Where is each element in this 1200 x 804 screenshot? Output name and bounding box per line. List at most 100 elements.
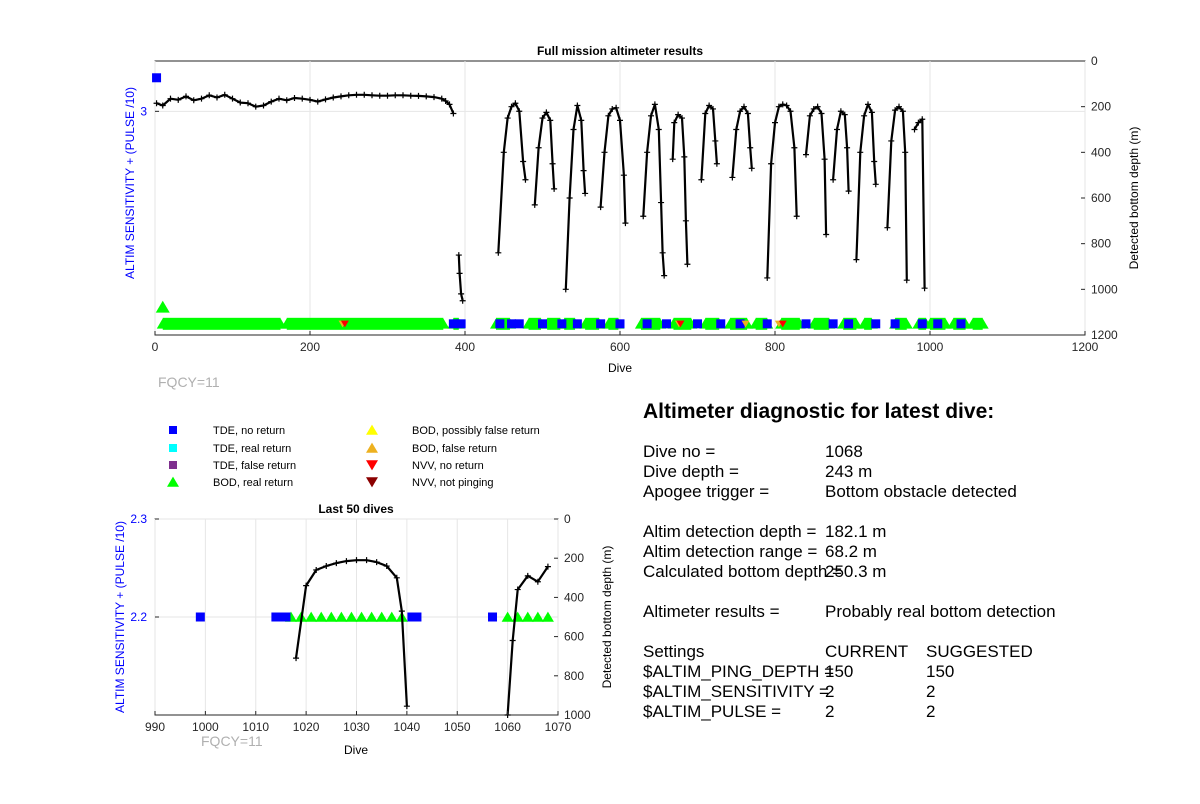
bottom-fqcy-label: FQCY=11 [201, 733, 263, 749]
bod-real-return-marker [375, 611, 388, 622]
depth-point-marker [747, 144, 754, 151]
tde-no-return-marker [828, 319, 838, 329]
tde-no-return-marker [407, 612, 417, 622]
depth-point-marker [423, 93, 430, 100]
y-right-tick-label: 0 [564, 512, 571, 526]
depth-point-marker [206, 92, 213, 99]
depth-point-marker [640, 213, 647, 220]
depth-point-marker [508, 103, 515, 110]
depth-point-marker [609, 105, 616, 112]
depth-point-marker [459, 297, 466, 304]
bottom-chart-title: Last 50 dives [318, 502, 394, 516]
bod-real-return-marker [355, 611, 368, 622]
x-tick-label: 1020 [293, 720, 320, 734]
apogee-row: Apogee trigger = Bottom obstacle detecte… [643, 482, 1163, 502]
apogee-value: Bottom obstacle detected [825, 482, 1017, 501]
bod-real-return-run [162, 317, 281, 330]
depth-point-marker [837, 108, 844, 115]
depth-point-marker [544, 563, 551, 570]
depth-point-marker [330, 94, 337, 101]
bod-real-return-marker [437, 318, 450, 329]
y-right-tick-label: 200 [564, 551, 584, 565]
depth-point-marker [299, 95, 306, 102]
tde-no-return-marker [281, 612, 291, 622]
tde-no-return-marker [412, 612, 422, 622]
depth-point-marker [547, 117, 554, 124]
bod-real-return-run [895, 317, 907, 330]
bod-real-return-marker [699, 318, 712, 329]
depth-point-marker [661, 272, 668, 279]
x-tick-label: 400 [455, 340, 475, 354]
depth-point-marker [392, 92, 399, 99]
x-tick-label: 1040 [394, 720, 421, 734]
dive-no-value: 1068 [825, 442, 863, 461]
results-row: Altimeter results = Probably real bottom… [643, 602, 1163, 622]
depth-point-marker [648, 112, 654, 119]
bod-real-return-marker [345, 611, 358, 622]
top-y-right-label: Detected bottom depth (m) [1127, 127, 1141, 270]
depth-point-marker [221, 91, 228, 98]
x-tick-label: 1060 [494, 720, 521, 734]
pulse-label: $ALTIM_PULSE = [643, 702, 782, 721]
depth-point-marker [403, 703, 410, 710]
bod-real-return-marker [579, 318, 592, 329]
depth-point-marker [605, 112, 612, 119]
legend-label: TDE, real return [213, 443, 291, 455]
x-tick-label: 800 [765, 340, 785, 354]
depth-point-marker [682, 217, 689, 224]
legend-label: NVV, not pinging [412, 477, 494, 489]
bod-real-return-marker [155, 300, 170, 313]
depth-point-marker [504, 115, 511, 122]
y-left-tick-label: 2.3 [130, 512, 147, 526]
depth-point-marker [903, 277, 910, 284]
depth-point-marker [651, 101, 658, 108]
depth-point-marker [911, 126, 918, 133]
depth-point-marker [702, 110, 709, 117]
depth-point-marker [175, 96, 182, 103]
bod-real-return-marker [385, 611, 398, 622]
depth-point-marker [539, 115, 546, 122]
depth-point-marker [307, 96, 313, 103]
sensitivity-current: 2 [825, 682, 835, 701]
depth-point-marker [214, 94, 220, 101]
detection-range-row: Altim detection range = 68.2 m [643, 542, 1163, 562]
depth-line [700, 104, 718, 180]
dive-depth-row: Dive depth = 243 m [643, 462, 1163, 482]
depth-point-marker [658, 199, 665, 206]
y-right-tick-label: 1200 [1091, 328, 1118, 342]
depth-line [913, 118, 926, 289]
y-right-tick-label: 800 [1091, 237, 1111, 251]
tde-no-return-marker [271, 612, 281, 622]
depth-point-marker [438, 95, 445, 102]
depth-line [506, 565, 549, 716]
depth-point-marker [814, 103, 821, 110]
bod-real-return-marker [966, 318, 979, 329]
bottom-y-left-label: ALTIM SENSITIVITY + (PULSE /10) [113, 521, 127, 713]
depth-point-marker [353, 91, 360, 98]
depth-point-marker [345, 92, 352, 99]
depth-point-marker [844, 144, 851, 151]
bottom-y-left-ticks: 2.3 2.2 [130, 512, 159, 624]
x-tick-label: 1000 [192, 720, 219, 734]
depth-point-marker [512, 100, 519, 107]
depth-point-marker [613, 104, 620, 111]
depth-point-marker [772, 119, 778, 126]
x-tick-label: 1010 [242, 720, 269, 734]
ping-depth-row: $ALTIM_PING_DEPTH = 150 150 [643, 662, 1163, 682]
depth-point-marker [500, 149, 507, 156]
depth-point-marker [622, 220, 629, 227]
depth-point-marker [806, 112, 813, 119]
top-fqcy-label: FQCY=11 [158, 374, 220, 390]
top-y-right-ticks: 0 200 400 600 800 1000 1200 [1081, 54, 1118, 342]
bod-real-return-run [564, 317, 576, 330]
bottom-y-right-label: Detected bottom depth (m) [600, 546, 614, 689]
tde-no-return-marker [716, 319, 726, 329]
depth-point-marker [834, 126, 840, 133]
x-tick-label: 600 [610, 340, 630, 354]
tde-no-return-marker [448, 319, 458, 329]
dive-depth-label: Dive depth = [643, 462, 739, 481]
bod-real-return-marker [858, 318, 871, 329]
depth-point-marker [620, 172, 627, 179]
dive-depth-value: 243 m [825, 462, 873, 481]
